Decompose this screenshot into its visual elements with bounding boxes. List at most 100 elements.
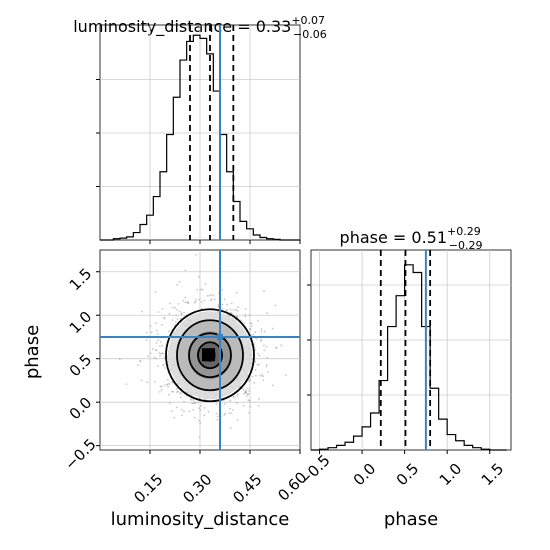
scatter-point bbox=[221, 303, 224, 306]
scatter-point bbox=[171, 390, 173, 393]
scatter-point bbox=[263, 344, 265, 347]
scatter-point bbox=[204, 283, 207, 285]
scatter-point bbox=[256, 363, 259, 366]
scatter-point bbox=[266, 371, 269, 373]
scatter-point bbox=[154, 290, 157, 293]
scatter-point bbox=[248, 390, 251, 392]
scatter-point bbox=[203, 299, 206, 302]
scatter-point bbox=[155, 357, 158, 360]
joint-truth-marker bbox=[217, 333, 223, 340]
phase-title-minus: −0.29 bbox=[449, 239, 483, 252]
scatter-point bbox=[233, 396, 235, 398]
scatter-point bbox=[224, 412, 227, 415]
scatter-point bbox=[249, 378, 252, 381]
scatter-point bbox=[251, 375, 254, 378]
scatter-point bbox=[192, 409, 195, 411]
scatter-point bbox=[145, 339, 148, 341]
scatter-point bbox=[210, 293, 213, 296]
scatter-point bbox=[194, 299, 197, 301]
lum-tick-0.15: 0.15 bbox=[130, 470, 166, 506]
scatter-point bbox=[176, 283, 179, 286]
scatter-point bbox=[183, 311, 186, 314]
scatter-point bbox=[244, 308, 247, 310]
scatter-point bbox=[258, 355, 261, 357]
scatter-point bbox=[235, 308, 237, 311]
lum-tick-0.45: 0.45 bbox=[229, 470, 265, 506]
scatter-point bbox=[184, 296, 187, 299]
scatter-point bbox=[236, 419, 239, 421]
scatter-point bbox=[163, 317, 166, 320]
scatter-point bbox=[182, 410, 185, 413]
scatter-point bbox=[147, 355, 150, 358]
scatter-point bbox=[226, 303, 229, 306]
scatter-point bbox=[192, 399, 195, 401]
scatter-point bbox=[145, 331, 148, 334]
scatter-point bbox=[212, 294, 215, 297]
scatter-point bbox=[196, 288, 199, 291]
scatter-point bbox=[171, 319, 174, 322]
scatter-point bbox=[118, 358, 121, 361]
scatter-point bbox=[242, 404, 245, 407]
scatter-point bbox=[248, 411, 251, 414]
scatter-point bbox=[158, 352, 161, 355]
scatter-point bbox=[254, 331, 257, 334]
scatter-point bbox=[230, 302, 233, 305]
scatter-point bbox=[256, 319, 259, 322]
scatter-point bbox=[208, 294, 211, 297]
scatter-point bbox=[280, 344, 283, 346]
scatter-point bbox=[203, 414, 206, 417]
phase-xtick-0.5: 0.5 bbox=[393, 460, 423, 490]
scatter-point bbox=[254, 348, 257, 351]
scatter-point bbox=[154, 381, 156, 383]
scatter-point bbox=[155, 322, 158, 324]
scatter-point bbox=[215, 403, 218, 405]
scatter-point bbox=[229, 427, 232, 429]
scatter-point bbox=[247, 380, 250, 382]
scatter-point bbox=[176, 387, 178, 390]
scatter-point bbox=[248, 399, 251, 402]
scatter-point bbox=[157, 365, 159, 367]
scatter-point bbox=[140, 379, 143, 382]
phase-title: phase = 0.51+0.29 −0.29 bbox=[340, 225, 483, 252]
scatter-point bbox=[258, 363, 260, 366]
x-axis-label-luminosity-distance: luminosity_distance bbox=[111, 509, 290, 530]
scatter-point bbox=[167, 363, 170, 366]
scatter-point bbox=[151, 348, 154, 351]
scatter-point bbox=[284, 374, 287, 376]
scatter-point bbox=[146, 381, 149, 384]
phase-title-plus: +0.29 bbox=[447, 225, 481, 238]
scatter-point bbox=[161, 308, 164, 310]
scatter-point bbox=[258, 397, 260, 400]
scatter-point bbox=[232, 309, 235, 311]
scatter-point bbox=[174, 321, 177, 323]
contour-1 bbox=[176, 319, 244, 392]
scatter-point bbox=[245, 389, 247, 392]
scatter-point bbox=[217, 303, 220, 306]
scatter-point bbox=[182, 300, 185, 302]
scatter-point bbox=[167, 383, 169, 386]
contour-2 bbox=[188, 332, 232, 379]
scatter-point bbox=[186, 301, 188, 304]
scatter-point bbox=[259, 374, 261, 377]
scatter-point bbox=[207, 410, 210, 413]
scatter-point bbox=[254, 360, 257, 363]
scatter-point bbox=[194, 401, 197, 404]
scatter-point bbox=[159, 341, 162, 343]
scatter-point bbox=[167, 386, 170, 388]
scatter-point bbox=[210, 298, 213, 301]
scatter-point bbox=[187, 302, 190, 305]
lum-title-value: 0.33 bbox=[256, 17, 292, 36]
scatter-point bbox=[195, 253, 198, 256]
lum-tick-0.30: 0.30 bbox=[179, 470, 215, 506]
density-peak bbox=[202, 348, 215, 362]
scatter-point bbox=[181, 414, 183, 417]
scatter-point bbox=[168, 330, 170, 333]
scatter-point bbox=[244, 315, 247, 318]
scatter-point bbox=[188, 410, 191, 413]
scatter-point bbox=[203, 407, 206, 409]
scatter-point bbox=[243, 322, 246, 324]
scatter-point bbox=[252, 333, 255, 336]
scatter-point bbox=[168, 312, 171, 315]
scatter-point bbox=[149, 324, 152, 327]
